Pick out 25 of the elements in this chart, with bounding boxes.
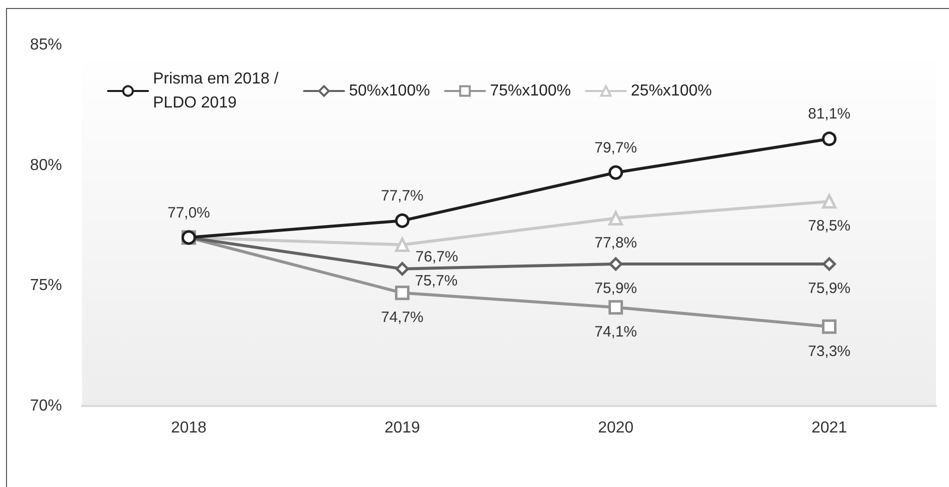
data-label: 78,5% — [808, 218, 851, 235]
legend-label: 75%x100% — [490, 82, 571, 100]
y-tick-label: 70% — [30, 398, 62, 414]
data-label: 73,3% — [808, 342, 851, 360]
data-label: 75,9% — [808, 280, 851, 297]
legend-label: Prisma em 2018 / PLDO 2019 — [153, 70, 283, 112]
x-tick-label: 2021 — [811, 420, 848, 436]
x-tick-label: 2018 — [170, 420, 207, 436]
data-label: 77,7% — [380, 187, 424, 204]
data-label: 74,1% — [594, 324, 638, 341]
data-label: 77,8% — [594, 234, 638, 252]
data-label: 76,7% — [416, 248, 458, 266]
data-label: 75,9% — [594, 280, 638, 297]
x-tick-label: 2019 — [384, 420, 420, 436]
x-tick-label: 2020 — [598, 420, 634, 436]
data-label: 79,7% — [594, 139, 638, 156]
legend-label: 50%x100% — [349, 82, 430, 100]
y-tick-label: 80% — [30, 156, 62, 174]
legend-label: 25%x100% — [630, 82, 712, 100]
data-label: 75,7% — [415, 272, 458, 290]
y-tick-label: 85% — [30, 36, 62, 54]
y-tick-label: 75% — [30, 277, 62, 294]
data-label: 74,7% — [380, 309, 424, 326]
data-label: 81,1% — [808, 106, 851, 123]
data-label: 77,0% — [167, 204, 210, 222]
